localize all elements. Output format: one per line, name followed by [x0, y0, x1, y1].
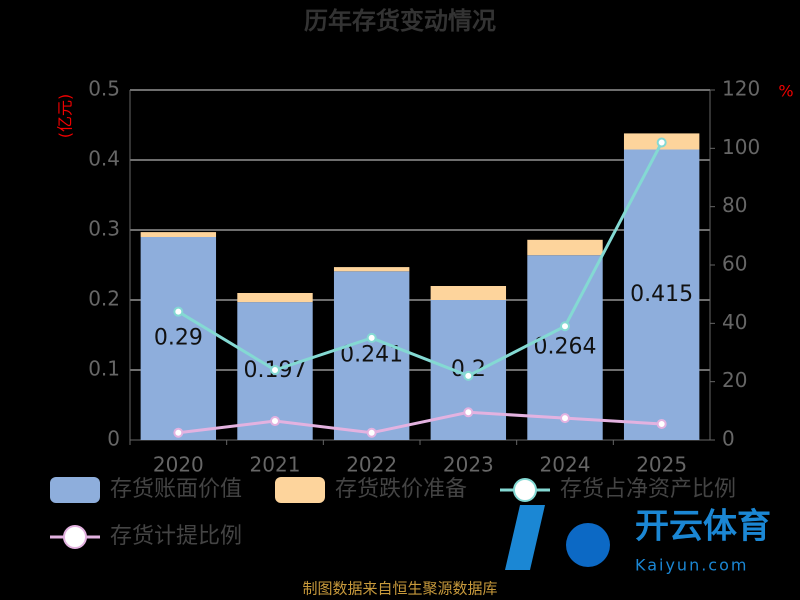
line	[178, 410, 662, 435]
legend-label: 存货账面价值	[110, 477, 242, 502]
y-tick-label: 0.1	[88, 357, 120, 381]
x-tick-label: 2023	[443, 453, 494, 477]
legend-item: 存货跌价准备	[275, 477, 467, 503]
source-note: 制图数据来自恒生聚源数据库	[302, 580, 497, 598]
bar	[623, 149, 700, 440]
y2-tick-label: 120	[722, 77, 760, 101]
legend-label: 存货占净资产比例	[560, 477, 736, 502]
legend-label: 存货跌价准备	[335, 477, 467, 502]
legend-item: 存货账面价值	[50, 477, 242, 503]
line-point	[366, 332, 377, 343]
x-tick-label: 2024	[540, 453, 591, 477]
bar	[140, 232, 217, 237]
x-tick-label: 2025	[636, 453, 687, 477]
y-tick-label: 0	[107, 427, 120, 451]
bar	[527, 239, 603, 256]
line-point	[463, 370, 474, 381]
line-point	[270, 365, 280, 375]
y2-tick-label: 80	[722, 193, 747, 217]
x-tick-label: 2020	[153, 453, 204, 477]
line-point	[560, 413, 570, 424]
bar	[140, 237, 217, 440]
legend-swatch	[513, 478, 537, 502]
y-tick-label: 0.5	[88, 77, 120, 101]
y-axis-label: (亿元)	[56, 94, 75, 139]
y-tick-label: 0.4	[88, 147, 120, 171]
legend-item: 存货占净资产比例	[500, 477, 736, 502]
line	[177, 141, 663, 378]
value-label: 0.29	[154, 326, 203, 351]
legend-swatch	[50, 477, 100, 503]
line-point	[366, 427, 377, 438]
line-point	[270, 416, 280, 427]
legend-label: 存货计提比例	[110, 524, 242, 549]
chart-title: 历年存货变动情况	[304, 7, 496, 35]
line-point	[463, 407, 474, 418]
y2-tick-label: 40	[722, 310, 747, 334]
line-point	[656, 418, 667, 429]
bar	[430, 286, 507, 300]
y2-axis-label: %	[778, 82, 793, 101]
legend-swatch	[63, 525, 87, 549]
watermark-brand: 开云体育	[635, 507, 771, 547]
y2-tick-label: 100	[722, 135, 760, 159]
bar	[527, 255, 603, 440]
bar	[333, 271, 410, 440]
watermark-logo	[505, 505, 545, 570]
legend-item: 存货计提比例	[50, 524, 242, 549]
bar	[237, 293, 313, 303]
y-tick-label: 0.3	[88, 217, 120, 241]
line-point	[656, 137, 667, 148]
value-label: 0.415	[630, 282, 693, 307]
line-point	[173, 306, 184, 317]
y2-tick-label: 20	[722, 368, 747, 392]
legend-swatch	[275, 477, 325, 503]
y-tick-label: 0.2	[88, 287, 120, 311]
watermark: 开云体育 Kaiyun.com	[505, 505, 771, 575]
x-tick-label: 2021	[250, 453, 301, 477]
watermark-logo	[566, 523, 610, 567]
watermark-url: Kaiyun.com	[635, 556, 748, 575]
bar	[333, 267, 410, 272]
y2-tick-label: 0	[722, 427, 735, 451]
grid	[130, 89, 710, 441]
value-label: 0.264	[534, 335, 597, 360]
y2-tick-label: 60	[722, 252, 747, 276]
line-point	[173, 427, 184, 438]
line-point	[560, 321, 570, 332]
x-tick-label: 2022	[346, 453, 397, 477]
